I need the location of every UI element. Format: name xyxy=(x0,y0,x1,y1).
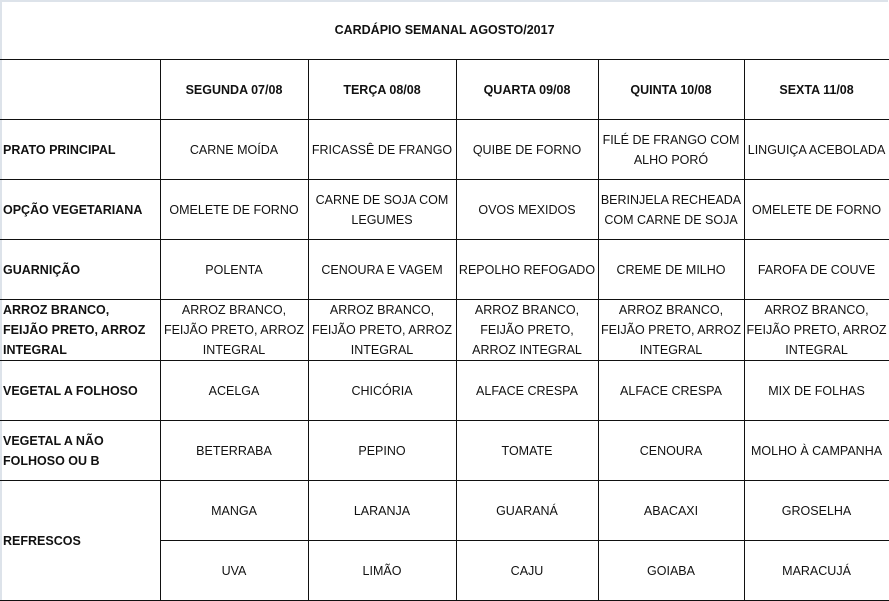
menu-cell: CREME DE MILHO xyxy=(597,239,745,300)
corner-cell xyxy=(0,59,161,120)
menu-cell: BERINJELA RECHEADA COM CARNE DE SOJA xyxy=(597,179,745,240)
menu-cell: ACELGA xyxy=(159,360,309,421)
menu-cell: OMELETE DE FORNO xyxy=(159,179,309,240)
menu-cell: ABACAXI xyxy=(597,480,745,541)
menu-cell: FAROFA DE COUVE xyxy=(743,239,889,300)
menu-cell: QUIBE DE FORNO xyxy=(455,119,599,180)
menu-cell: CARNE MOÍDA xyxy=(159,119,309,180)
menu-cell: TOMATE xyxy=(455,420,599,481)
menu-cell: CAJU xyxy=(455,540,599,601)
header-row: SEGUNDA 07/08 TERÇA 08/08 QUARTA 09/08 Q… xyxy=(0,59,889,120)
menu-cell: LIMÃO xyxy=(307,540,457,601)
menu-cell: MANGA xyxy=(159,480,309,541)
menu-cell: CENOURA E VAGEM xyxy=(307,239,457,300)
menu-cell: MOLHO À CAMPANHA xyxy=(743,420,889,481)
table-title: CARDÁPIO SEMANAL AGOSTO/2017 xyxy=(0,0,889,60)
menu-cell: POLENTA xyxy=(159,239,309,300)
menu-cell: GROSELHA xyxy=(743,480,889,541)
menu-cell: CARNE DE SOJA COM LEGUMES xyxy=(307,179,457,240)
table-row: GUARNIÇÃO POLENTA CENOURA E VAGEM REPOLHO R… xyxy=(0,239,889,300)
menu-cell: MIX DE FOLHAS xyxy=(743,360,889,421)
menu-cell: UVA xyxy=(160,540,309,601)
menu-cell: GUARANÁ xyxy=(455,480,599,541)
row-label: OPÇÃO VEGETARIANA xyxy=(0,179,161,240)
menu-cell: REPOLHO REFOGADO xyxy=(455,239,599,300)
table-row: OPÇÃO VEGETARIANA OMELETE DE FORNO CARNE D… xyxy=(0,179,889,240)
table-row: PRATO PRINCIPAL CARNE MOÍDA FRICASSÊ DE FR… xyxy=(0,119,889,180)
menu-cell: ARROZ BRANCO, FEIJÃO PRETO, ARROZ INTEGR… xyxy=(743,299,889,361)
menu-cell: FILÉ DE FRANGO COM ALHO PORÓ xyxy=(597,119,745,180)
menu-cell: MARACUJÁ xyxy=(743,540,889,601)
row-label: ARROZ BRANCO, FEIJÃO PRETO, ARROZ INTEGR… xyxy=(0,299,161,361)
table-row: ARROZ BRANCO, FEIJÃO PRETO, ARROZ INTEGR… xyxy=(0,299,889,361)
menu-cell: ALFACE CRESPA xyxy=(597,360,745,421)
menu-cell: LINGUIÇA ACEBOLADA xyxy=(743,119,889,180)
menu-cell: OMELETE DE FORNO xyxy=(743,179,889,240)
day-header: TERÇA 08/08 xyxy=(307,59,457,120)
title-row: CARDÁPIO SEMANAL AGOSTO/2017 xyxy=(0,0,889,60)
menu-cell: CHICÓRIA xyxy=(307,360,457,421)
menu-cell: ARROZ BRANCO, FEIJÃO PRETO, ARROZ INTEGR… xyxy=(597,299,745,361)
day-header: QUARTA 09/08 xyxy=(455,59,599,120)
table-row: UVA LIMÃO CAJU GOIABA MARACUJÁ xyxy=(0,540,889,601)
menu-cell: CENOURA xyxy=(597,420,745,481)
menu-cell: OVOS MEXIDOS xyxy=(455,179,599,240)
table-row: VEGETAL A NÃO FOLHOSO OU B BETERRABA PEPIN… xyxy=(0,420,889,481)
table-row: VEGETAL A FOLHOSO ACELGA CHICÓRIA ALFACE CR… xyxy=(0,360,889,421)
day-header: SEXTA 11/08 xyxy=(743,59,889,120)
menu-cell: BETERRABA xyxy=(159,420,309,481)
row-label: REFRESCOS xyxy=(0,480,161,601)
menu-cell: ARROZ BRANCO, FEIJÃO PRETO, ARROZ INTEGR… xyxy=(307,299,457,361)
menu-cell: GOIABA xyxy=(597,540,745,601)
table-row: REFRESCOS MANGA LARANJA GUARANÁ ABACAXI GROSE… xyxy=(0,480,889,601)
row-label: GUARNIÇÃO xyxy=(0,239,161,300)
day-header: QUINTA 10/08 xyxy=(597,59,745,120)
menu-cell: LARANJA xyxy=(307,480,457,541)
row-label: VEGETAL A NÃO FOLHOSO OU B xyxy=(0,420,161,481)
menu-cell: ALFACE CRESPA xyxy=(455,360,599,421)
menu-cell: ARROZ BRANCO, FEIJÃO PRETO, ARROZ INTEGR… xyxy=(159,299,309,361)
row-label: PRATO PRINCIPAL xyxy=(0,119,161,180)
day-header: SEGUNDA 07/08 xyxy=(159,59,309,120)
menu-cell: FRICASSÊ DE FRANGO xyxy=(307,119,457,180)
menu-cell: PEPINO xyxy=(307,420,457,481)
row-label: VEGETAL A FOLHOSO xyxy=(0,360,161,421)
menu-cell: ARROZ BRANCO, FEIJÃO PRETO, ARROZ INTEGR… xyxy=(455,299,599,361)
